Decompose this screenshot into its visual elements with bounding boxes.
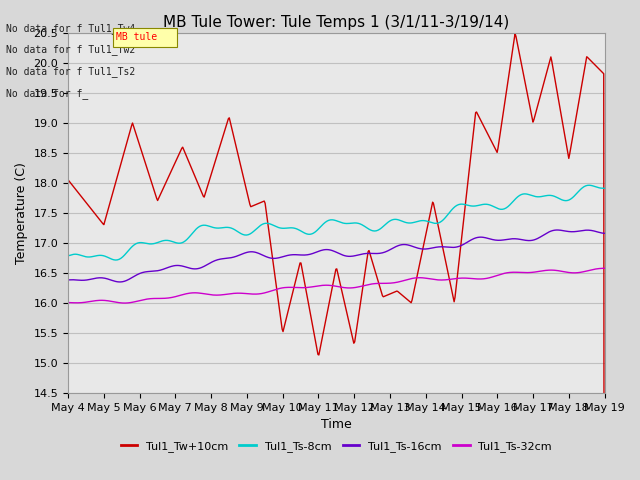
Text: No data for f Tul1_Tw2: No data for f Tul1_Tw2 xyxy=(6,45,136,56)
X-axis label: Time: Time xyxy=(321,419,352,432)
Tul1_Tw+10cm xyxy=(422,229,430,235)
Tul1_Tw+10cm xyxy=(159,186,167,192)
Tul1_Ts-16cm xyxy=(424,246,431,252)
Tul1_Tw+10cm xyxy=(64,177,72,183)
Tul1_Ts-32cm xyxy=(64,300,72,305)
Tul1_Ts-16cm xyxy=(203,262,211,268)
Tul1_Tw+10cm xyxy=(307,313,315,319)
Y-axis label: Temperature (C): Temperature (C) xyxy=(15,162,28,264)
Tul1_Ts-32cm xyxy=(469,276,477,282)
Tul1_Ts-32cm xyxy=(308,284,316,290)
Tul1_Ts-32cm xyxy=(601,265,609,271)
Tul1_Ts-32cm xyxy=(424,276,431,281)
Line: Tul1_Ts-8cm: Tul1_Ts-8cm xyxy=(68,185,605,260)
Tul1_Ts-32cm xyxy=(120,300,128,306)
Tul1_Ts-8cm xyxy=(469,203,477,209)
Tul1_Ts-8cm xyxy=(586,182,593,188)
Tul1_Ts-8cm xyxy=(111,257,119,263)
Tul1_Ts-16cm xyxy=(554,227,561,233)
Tul1_Ts-8cm xyxy=(424,218,431,224)
Tul1_Ts-8cm xyxy=(381,222,389,228)
Legend: Tul1_Tw+10cm, Tul1_Ts-8cm, Tul1_Ts-16cm, Tul1_Ts-32cm: Tul1_Tw+10cm, Tul1_Ts-8cm, Tul1_Ts-16cm,… xyxy=(116,436,557,456)
Title: MB Tule Tower: Tule Temps 1 (3/1/11-3/19/14): MB Tule Tower: Tule Temps 1 (3/1/11-3/19… xyxy=(163,15,509,30)
Tul1_Ts-8cm xyxy=(203,223,211,228)
Tul1_Ts-16cm xyxy=(601,230,609,236)
Text: No data for f Tul1_Tw4: No data for f Tul1_Tw4 xyxy=(6,23,136,34)
Tul1_Tw+10cm xyxy=(202,188,210,194)
Tul1_Ts-8cm xyxy=(160,238,168,243)
Tul1_Ts-8cm xyxy=(601,185,609,191)
Tul1_Ts-32cm xyxy=(160,296,168,301)
Text: No data for f_: No data for f_ xyxy=(6,88,89,99)
Tul1_Ts-8cm xyxy=(308,231,316,237)
Line: Tul1_Ts-16cm: Tul1_Ts-16cm xyxy=(68,230,605,282)
Line: Tul1_Tw+10cm: Tul1_Tw+10cm xyxy=(68,34,605,480)
Text: MB tule: MB tule xyxy=(116,32,157,42)
Tul1_Ts-16cm xyxy=(116,279,124,285)
Text: No data for f Tul1_Ts2: No data for f Tul1_Ts2 xyxy=(6,66,136,77)
Tul1_Ts-16cm xyxy=(64,277,72,283)
Tul1_Ts-16cm xyxy=(381,249,389,255)
Tul1_Tw+10cm xyxy=(468,142,476,147)
Tul1_Ts-16cm xyxy=(308,251,316,257)
Line: Tul1_Ts-32cm: Tul1_Ts-32cm xyxy=(68,268,605,303)
Tul1_Ts-32cm xyxy=(203,291,211,297)
Tul1_Ts-16cm xyxy=(160,266,168,272)
Tul1_Tw+10cm xyxy=(511,31,519,36)
Tul1_Ts-8cm xyxy=(64,253,72,259)
Tul1_Ts-16cm xyxy=(469,236,477,242)
Tul1_Ts-32cm xyxy=(381,280,389,286)
Tul1_Tw+10cm xyxy=(380,293,388,299)
